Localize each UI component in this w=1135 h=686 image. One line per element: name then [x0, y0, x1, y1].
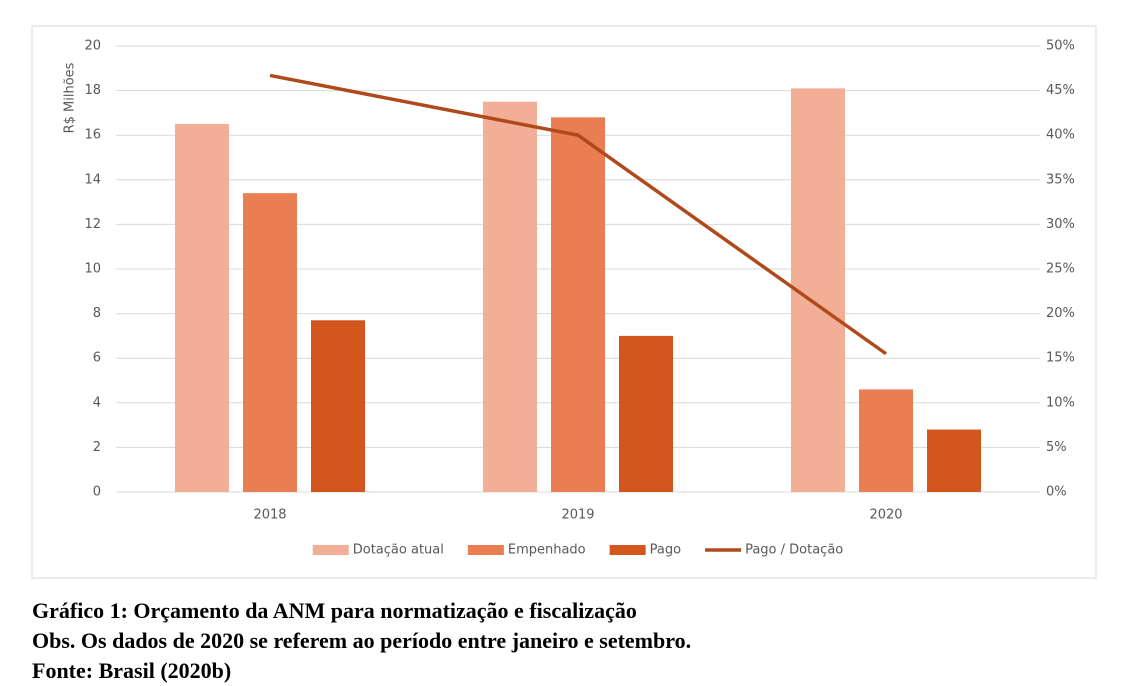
- bar: [619, 335, 673, 492]
- bar: [175, 124, 229, 493]
- x-tick-label: 2019: [561, 508, 594, 523]
- y2-tick-label: 0%: [1046, 485, 1067, 500]
- bar: [483, 101, 537, 492]
- y-tick-label: 0: [93, 485, 101, 500]
- chart: R$ Milhões 0 2 4 6 8 10 12 14 16 18 20 0% 5% 10% 15% 20…: [31, 25, 1097, 579]
- legend-label: Dotação atual: [353, 543, 444, 558]
- y-tick-label: 18: [84, 83, 101, 98]
- y-tick-label: 12: [84, 217, 101, 232]
- legend-swatch: [312, 545, 349, 555]
- y2-tick-label: 5%: [1046, 440, 1067, 455]
- y-tick-label: 20: [84, 39, 101, 54]
- legend-label: Empenhado: [508, 543, 586, 558]
- x-tick-label: 2020: [869, 508, 902, 523]
- legend-swatch: [609, 545, 646, 555]
- y-tick-label: 8: [93, 306, 101, 321]
- y2-tick-label: 40%: [1046, 128, 1075, 143]
- y2-tick-label: 20%: [1046, 306, 1075, 321]
- y-tick-label: 14: [84, 172, 101, 187]
- bar: [791, 88, 845, 493]
- y2-tick-label: 30%: [1046, 217, 1075, 232]
- y-tick-label: 16: [84, 128, 101, 143]
- legend-label: Pago: [650, 543, 681, 558]
- y2-tick-label: 15%: [1046, 351, 1075, 366]
- caption-line: Fonte: Brasil (2020b): [32, 658, 232, 683]
- bar: [551, 117, 605, 493]
- bar: [927, 429, 981, 492]
- caption-line: Obs. Os dados de 2020 se referem ao perí…: [32, 628, 692, 653]
- x-tick-label: 2018: [253, 508, 286, 523]
- bar: [311, 320, 365, 492]
- y2-tick-label: 50%: [1046, 39, 1075, 54]
- y2-tick-label: 45%: [1046, 83, 1075, 98]
- y2-tick-label: 25%: [1046, 262, 1075, 277]
- y-tick-label: 10: [84, 262, 101, 277]
- y-tick-label: 4: [93, 395, 101, 410]
- bar: [859, 389, 913, 492]
- bar: [243, 193, 297, 492]
- caption-line: Gráfico 1: Orçamento da ANM para normati…: [32, 598, 637, 623]
- y2-tick-label: 10%: [1046, 395, 1075, 410]
- y-tick-label: 2: [93, 440, 101, 455]
- y-axis-label: R$ Milhões: [63, 62, 78, 133]
- y2-tick-label: 35%: [1046, 172, 1075, 187]
- y-tick-label: 6: [93, 351, 101, 366]
- legend-label: Pago / Dotação: [745, 543, 843, 558]
- legend-swatch: [467, 545, 504, 555]
- line: [269, 73, 888, 356]
